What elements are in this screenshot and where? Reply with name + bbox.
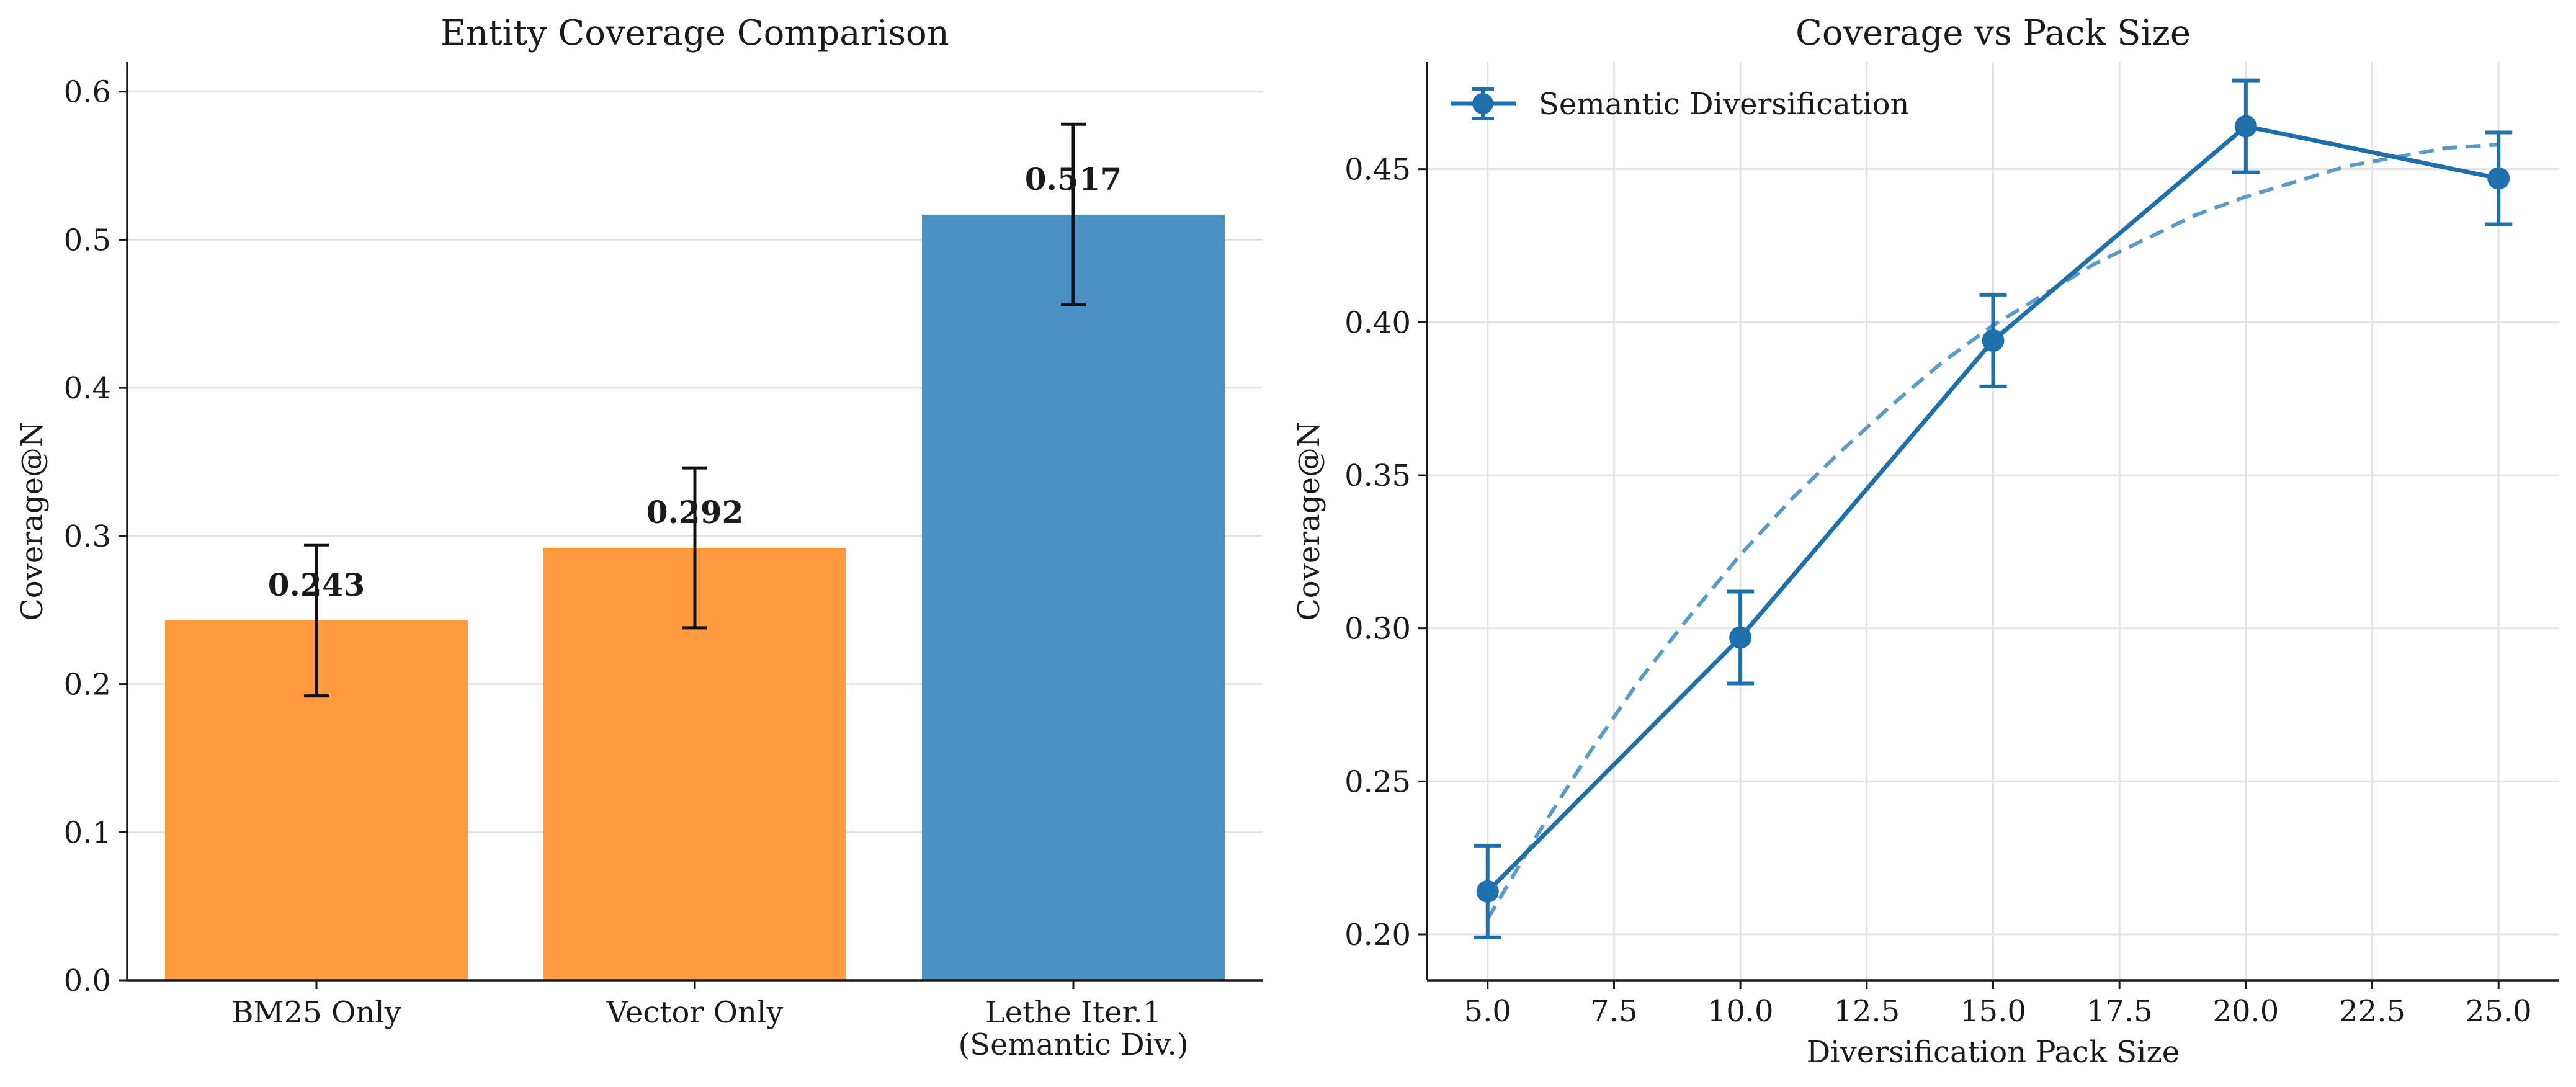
line-chart-title: Coverage vs Pack Size xyxy=(1796,13,2191,53)
line-chart-x-tick-label: 20.0 xyxy=(2212,994,2279,1029)
category-label-line: BM25 Only xyxy=(231,995,401,1030)
line-chart-y-tick-label: 0.30 xyxy=(1344,612,1411,646)
bar-value-label: 0.292 xyxy=(646,494,744,530)
bar-chart-panel: 0.243 0.292 0.517 0.0 0.1 0.2 0.3 0.4 0.5 0.6 BM2… xyxy=(15,13,1263,1062)
line-chart-x-tick-label: 7.5 xyxy=(1590,994,1637,1029)
bar-value-label: 0.243 xyxy=(268,566,365,603)
bar-chart-ticks: 0.0 0.1 0.2 0.3 0.4 0.5 0.6 BM25 Only Vector Onl… xyxy=(64,75,1189,1062)
data-point xyxy=(1729,626,1752,649)
bar-chart-y-tick-label: 0.5 xyxy=(64,223,111,257)
category-label-line: Vector Only xyxy=(606,995,784,1030)
line-chart-y-axis-label: Coverage@N xyxy=(1292,421,1326,621)
line-chart-gridlines xyxy=(1427,62,2559,980)
bar-chart-y-tick-label: 0.4 xyxy=(64,371,111,406)
bar-chart-category-label: Lethe Iter.1 (Semantic Div.) xyxy=(958,995,1188,1062)
line-chart-legend: Semantic Diversification xyxy=(1451,87,1909,122)
data-point xyxy=(1476,880,1499,903)
line-chart-x-tick-label: 25.0 xyxy=(2466,994,2532,1029)
bar-chart-value-labels: 0.243 0.292 0.517 xyxy=(268,161,1122,603)
line-chart-ticks: 5.0 7.5 10.0 12.5 15.0 17.5 20.0 22.5 25.0 0.20 0.… xyxy=(1344,153,2532,1029)
line-chart-x-axis-label: Diversification Pack Size xyxy=(1807,1035,2180,1070)
line-chart-x-tick-label: 5.0 xyxy=(1464,994,1511,1029)
line-chart-series xyxy=(1474,78,2513,939)
bar xyxy=(922,214,1225,980)
line-chart-y-tick-label: 0.20 xyxy=(1344,918,1411,952)
line-chart-x-tick-label: 15.0 xyxy=(1960,994,2026,1029)
line-chart-y-tick-label: 0.40 xyxy=(1344,305,1411,340)
category-label-line: Lethe Iter.1 xyxy=(985,995,1161,1030)
bar-chart-y-axis-label: Coverage@N xyxy=(15,421,50,621)
data-point xyxy=(2234,115,2257,138)
bar-chart-y-tick-label: 0.0 xyxy=(64,964,111,998)
line-chart-y-tick-label: 0.45 xyxy=(1344,153,1411,187)
bar-value-label: 0.517 xyxy=(1025,161,1122,197)
bar-chart-title: Entity Coverage Comparison xyxy=(441,13,949,53)
line-chart-y-tick-label: 0.25 xyxy=(1344,764,1411,799)
line-chart-x-tick-label: 22.5 xyxy=(2339,994,2405,1029)
legend-entry-label: Semantic Diversification xyxy=(1539,87,1909,122)
bar-chart-y-tick-label: 0.1 xyxy=(64,815,111,850)
bar-chart-category-label: Vector Only xyxy=(606,995,784,1030)
bar-chart-y-tick-label: 0.2 xyxy=(64,668,111,702)
line-chart-y-tick-label: 0.35 xyxy=(1344,459,1411,493)
legend-marker xyxy=(1472,93,1493,114)
bar-chart-error-bars xyxy=(304,122,1086,698)
data-point xyxy=(2487,167,2510,190)
line-chart-x-tick-label: 12.5 xyxy=(1833,994,1900,1029)
line-chart-panel: 5.0 7.5 10.0 12.5 15.0 17.5 20.0 22.5 25.0 0.20 0.… xyxy=(1292,13,2559,1070)
bar-chart-y-tick-label: 0.6 xyxy=(64,75,111,110)
bar-chart-category-label: BM25 Only xyxy=(231,995,401,1030)
data-point xyxy=(1982,329,2005,352)
line-chart-x-tick-label: 17.5 xyxy=(2086,994,2153,1029)
line-chart-x-tick-label: 10.0 xyxy=(1707,994,1774,1029)
category-label-line: (Semantic Div.) xyxy=(958,1027,1188,1062)
bar-chart-y-tick-label: 0.3 xyxy=(64,519,111,554)
